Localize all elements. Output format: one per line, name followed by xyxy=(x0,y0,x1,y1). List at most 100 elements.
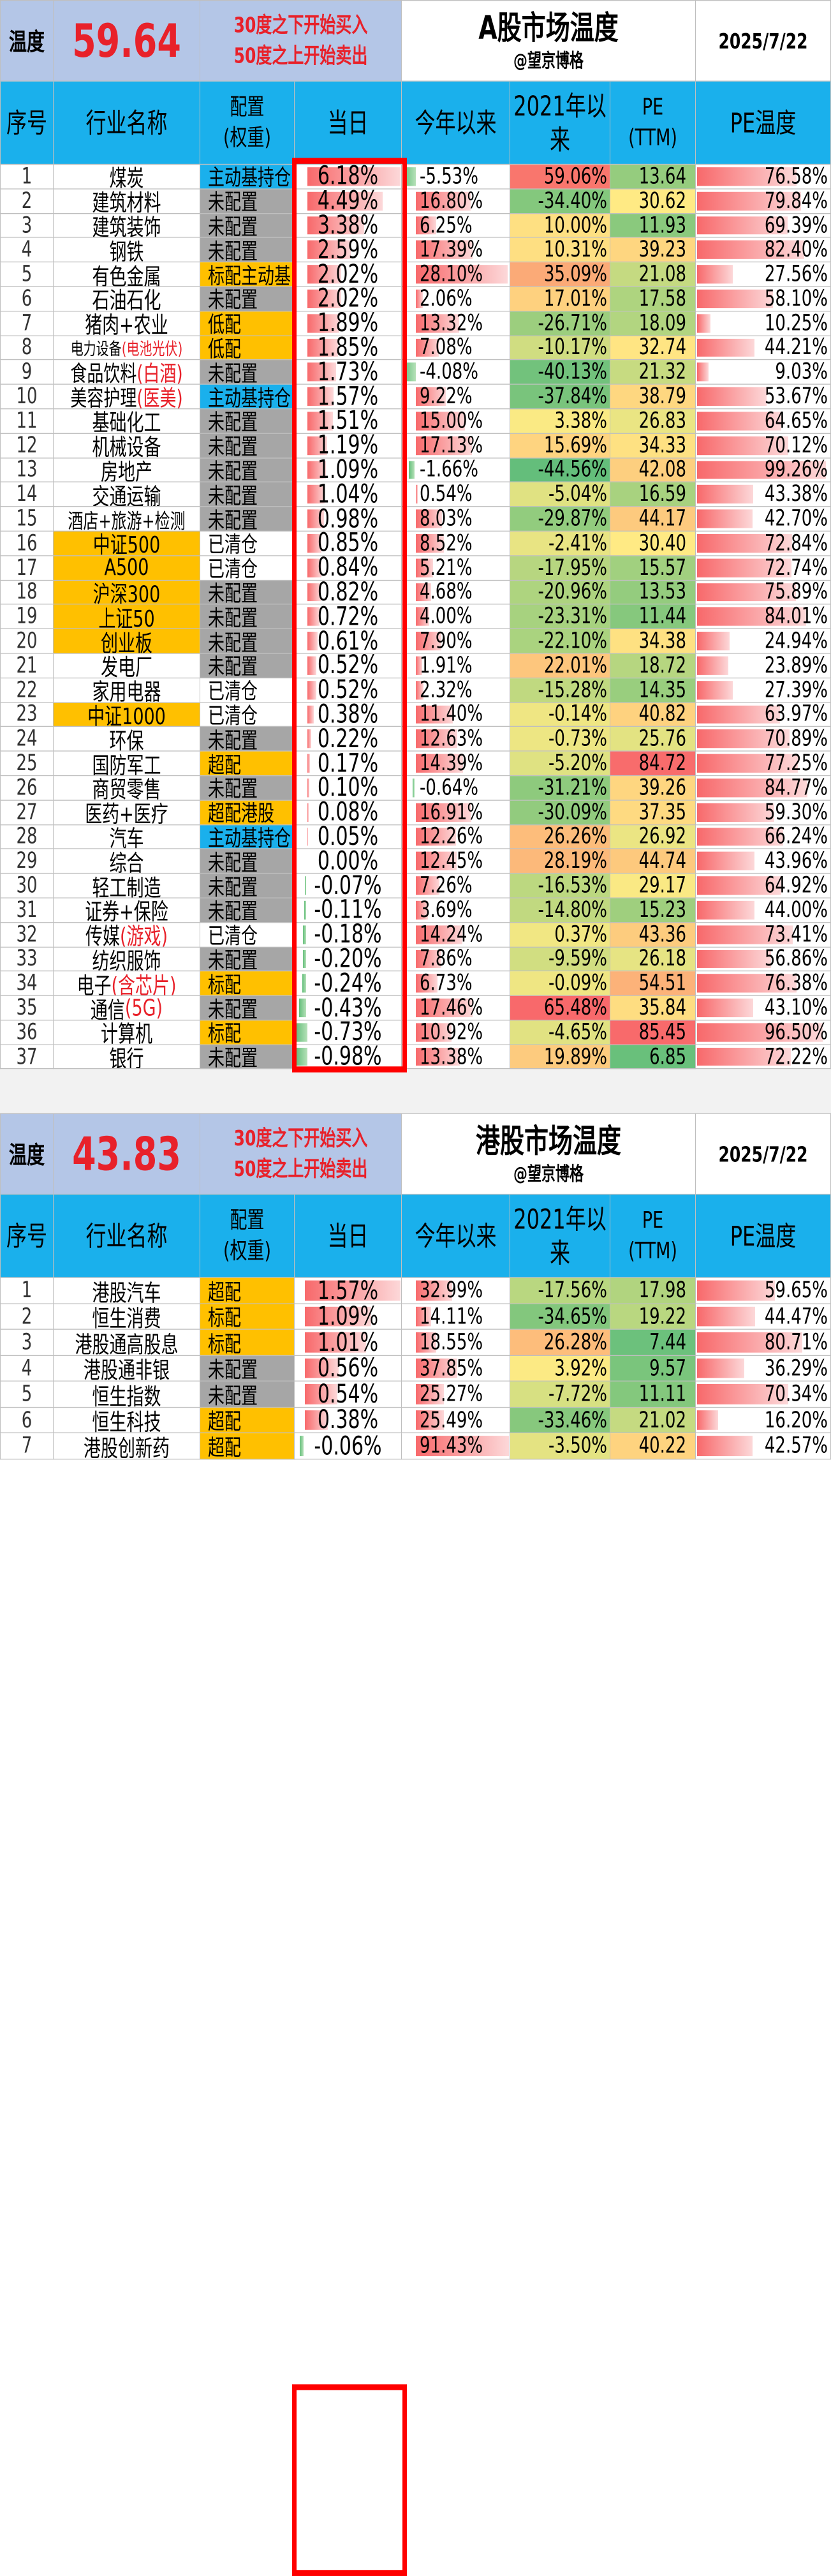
a-share-title-row: 温度 59.64 30度之下开始买入 50度之上开始卖出 A股市场温度 @望京博… xyxy=(0,0,831,82)
row-index: 16 xyxy=(0,531,54,556)
industry-name-text: 猪肉+农业 xyxy=(85,312,168,336)
header-index: 序号 xyxy=(0,81,54,165)
allocation-label: 未配置 xyxy=(208,190,258,214)
ytd-change: 7.08% xyxy=(402,336,510,361)
pe-temperature-bar xyxy=(697,436,789,455)
row-index: 2 xyxy=(0,1304,54,1330)
pe-temperature-value: 16.20% xyxy=(764,1408,828,1433)
today-bar xyxy=(302,974,306,993)
today-bar xyxy=(307,827,309,846)
today-value: -0.06% xyxy=(314,1433,382,1460)
since-2021-value: 26.26% xyxy=(543,824,607,850)
industry-name: 港股通高股息 xyxy=(54,1330,200,1357)
since-2021-value: 59.06% xyxy=(543,165,607,190)
since-2021-value: -17.56% xyxy=(538,1278,607,1304)
since-2021-change: -0.73% xyxy=(510,727,610,752)
allocation-cell: 未配置 xyxy=(200,898,295,923)
ytd-value: 2.32% xyxy=(420,678,473,703)
ytd-value: 17.39% xyxy=(420,238,483,263)
today-change: 1.89% xyxy=(295,311,402,336)
pe-temperature: 53.67% xyxy=(696,385,831,410)
market-title: A股市场温度 @望京博格 xyxy=(402,0,696,82)
today-value: 2.59% xyxy=(317,238,379,263)
industry-name-text: 汽车 xyxy=(109,826,144,850)
allocation-cell: 标配 xyxy=(200,1330,295,1357)
ytd-change: 14.11% xyxy=(402,1304,510,1330)
industry-name-text: 创业板 xyxy=(101,630,152,654)
allocation-cell: 超配 xyxy=(200,1408,295,1434)
ytd-bar xyxy=(416,827,456,846)
today-bar xyxy=(307,778,309,798)
row-index: 5 xyxy=(0,262,54,287)
ytd-value: 12.63% xyxy=(420,727,483,752)
ytd-bar xyxy=(416,1281,452,1301)
ytd-value: -4.08% xyxy=(420,360,478,385)
pe-temperature-value: 69.39% xyxy=(764,213,828,239)
ytd-change: 8.52% xyxy=(402,531,510,556)
ytd-value: 18.55% xyxy=(420,1330,483,1356)
pe-temperature-value: 27.39% xyxy=(764,678,828,703)
allocation-cell: 超配港股 xyxy=(200,800,295,825)
allocation-cell: 未配置 xyxy=(200,1045,295,1069)
pe-ttm: 15.57 xyxy=(610,556,696,581)
pe-temperature-bar xyxy=(697,362,709,382)
ytd-value: -1.66% xyxy=(420,458,478,483)
pe-temperature-bar xyxy=(697,974,797,993)
ytd-bar xyxy=(416,289,423,308)
since-2021-change: -33.46% xyxy=(510,1408,610,1434)
pe-temperature: 96.50% xyxy=(696,1020,831,1045)
ytd-change: 18.55% xyxy=(402,1330,510,1357)
row-index: 22 xyxy=(0,678,54,703)
allocation-cell: 未配置 xyxy=(200,727,295,752)
industry-name-note: (含芯片) xyxy=(111,972,177,996)
today-value: -0.11% xyxy=(314,898,382,923)
row-index: 6 xyxy=(0,1408,54,1434)
header-pe: PE (TTM) xyxy=(610,1195,696,1279)
industry-name-text: 机械设备 xyxy=(92,435,161,458)
ytd-bar xyxy=(416,949,442,969)
table-row: 5 有色金属 标配主动基 2.02% 28.10% 35.09% 21.08 27.56% xyxy=(0,262,831,287)
table-row: 35 通信 (5G) 未配置 -0.43% 17.46% 65.48% 35.84 43.10% xyxy=(0,995,831,1021)
pe-temperature-value: 44.00% xyxy=(764,898,828,923)
temperature-value: 59.64 xyxy=(54,0,200,82)
allocation-cell: 未配置 xyxy=(200,653,295,678)
allocation-cell: 未配置 xyxy=(200,238,295,263)
today-change: 1.73% xyxy=(295,360,402,385)
ytd-value: 1.91% xyxy=(420,653,473,678)
allocation-label: 未配置 xyxy=(208,777,258,801)
today-bar xyxy=(305,876,306,895)
row-index: 20 xyxy=(0,629,54,654)
ytd-value: 8.52% xyxy=(420,531,473,556)
table-row: 16 中证500 已清仓 0.85% 8.52% -2.41% 30.40 72.84% xyxy=(0,531,831,556)
since-2021-value: -10.17% xyxy=(538,336,607,361)
pe-temperature-value: 96.50% xyxy=(764,1020,828,1045)
table-row: 7 猪肉+农业 低配 1.89% 13.32% -26.71% 18.09 10.25% xyxy=(0,311,831,336)
allocation-cell: 未配置 xyxy=(200,482,295,507)
today-bar xyxy=(307,412,333,431)
since-2021-change: 65.48% xyxy=(510,995,610,1021)
pe-ttm: 18.72 xyxy=(610,653,696,678)
row-index: 26 xyxy=(0,776,54,801)
today-change: -0.11% xyxy=(295,898,402,923)
temperature-label: 温度 xyxy=(0,0,54,82)
pe-value: 38.79 xyxy=(638,385,686,410)
since-2021-change: -34.40% xyxy=(510,189,610,214)
pe-ttm: 40.82 xyxy=(610,703,696,727)
industry-name-text: 有色金属 xyxy=(92,264,161,287)
row-index: 3 xyxy=(0,213,54,239)
ytd-change: 25.27% xyxy=(402,1381,510,1408)
pe-temperature-bar xyxy=(697,656,728,675)
industry-name-text: 电子 xyxy=(77,972,112,996)
industry-name-text: 港股汽车 xyxy=(92,1280,161,1304)
ytd-value: 14.39% xyxy=(420,751,483,777)
today-change: -0.20% xyxy=(295,947,402,972)
allocation-cell: 已清仓 xyxy=(200,678,295,703)
pe-temperature-value: 76.58% xyxy=(764,165,828,190)
allocation-cell: 低配 xyxy=(200,336,295,361)
today-value: 0.54% xyxy=(317,1381,379,1408)
industry-name-text: 建筑材料 xyxy=(92,190,161,214)
allocation-cell: 未配置 xyxy=(200,1356,295,1382)
today-value: 1.89% xyxy=(317,311,379,336)
today-bar xyxy=(307,680,316,699)
header-pe: PE (TTM) xyxy=(610,81,696,165)
